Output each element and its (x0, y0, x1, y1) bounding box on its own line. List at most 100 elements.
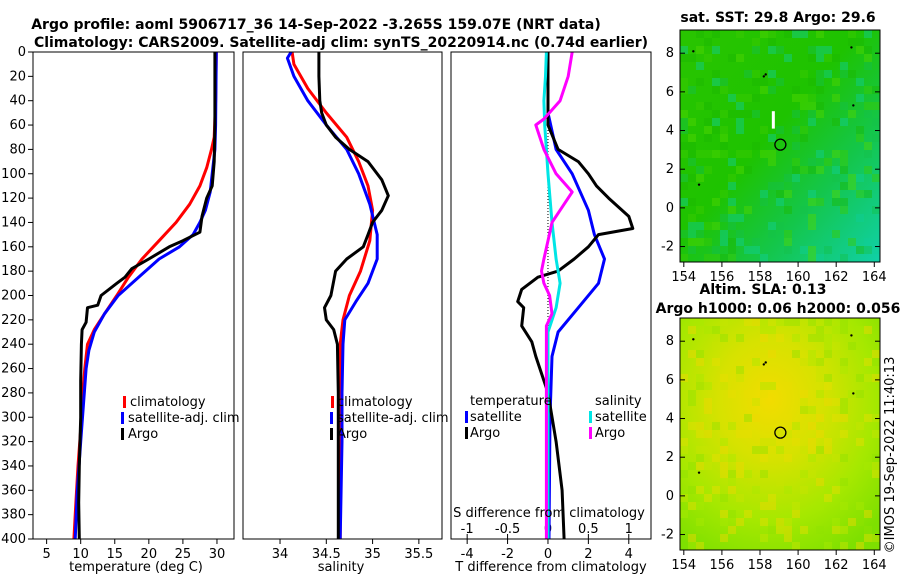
map-pixel (752, 78, 760, 86)
map-pixel (688, 326, 696, 334)
map-ytick-label: 6 (666, 373, 674, 388)
map-pixel (864, 142, 872, 150)
map-pixel (832, 198, 840, 206)
map-pixel (816, 150, 824, 158)
map-pixel (752, 142, 760, 150)
map-pixel (856, 326, 864, 334)
map-pixel (712, 78, 720, 86)
map-pixel (856, 390, 864, 398)
map-pixel (800, 398, 808, 406)
map-pixel (728, 206, 736, 214)
map-pixel (696, 430, 704, 438)
map-pixel (720, 254, 728, 262)
map-pixel (824, 246, 832, 254)
map-pixel (840, 166, 848, 174)
ytick-label: 360 (1, 483, 26, 498)
island-dot (692, 338, 695, 341)
map-pixel (688, 214, 696, 222)
map-pixel (728, 214, 736, 222)
map-pixel (704, 118, 712, 126)
map-pixel (680, 182, 688, 190)
map-pixel (832, 414, 840, 422)
legend-temp-argo-label: Argo (470, 426, 500, 441)
ytick-label: 160 (1, 240, 26, 255)
map-pixel (816, 454, 824, 462)
map-pixel (680, 510, 688, 518)
map-pixel (784, 238, 792, 246)
map-pixel (752, 46, 760, 54)
map-pixel (808, 166, 816, 174)
map-pixel (776, 526, 784, 534)
map-pixel (760, 254, 768, 262)
map-pixel (688, 462, 696, 470)
map-pixel (720, 518, 728, 526)
map-pixel (832, 174, 840, 182)
sla-map-panel: Altim. SLA: 0.13 Argo h1000: 0.06 h2000:… (656, 282, 900, 573)
map-pixel (680, 118, 688, 126)
sla-map-frame (679, 317, 881, 551)
map-pixel (800, 486, 808, 494)
map-pixel (824, 350, 832, 358)
map-pixel (864, 30, 872, 38)
map-pixel (800, 102, 808, 110)
map-pixel (704, 126, 712, 134)
salinity-frame (242, 51, 443, 540)
map-pixel (872, 206, 880, 214)
map-pixel (760, 470, 768, 478)
map-pixel (752, 246, 760, 254)
map-pixel (848, 342, 856, 350)
map-pixel (864, 62, 872, 70)
map-pixel (856, 94, 864, 102)
map-pixel (800, 134, 808, 142)
map-pixel (864, 54, 872, 62)
map-ytick-label: 0 (666, 201, 674, 216)
map-pixel (720, 230, 728, 238)
map-xtick-label: 154 (671, 558, 696, 573)
map-pixel (776, 126, 784, 134)
map-pixel (832, 326, 840, 334)
map-pixel (720, 86, 728, 94)
map-pixel (864, 374, 872, 382)
map-pixel (768, 150, 776, 158)
map-pixel (760, 190, 768, 198)
map-pixel (720, 470, 728, 478)
map-pixel (776, 198, 784, 206)
map-pixel (840, 430, 848, 438)
map-pixel (840, 366, 848, 374)
legend-sal-argo-label: Argo (595, 426, 625, 441)
map-pixel (752, 38, 760, 46)
xtick-T-label: -2 (501, 547, 514, 562)
map-pixel (792, 158, 800, 166)
map-pixel (848, 238, 856, 246)
map-pixel (832, 190, 840, 198)
map-pixel (856, 134, 864, 142)
map-pixel (848, 110, 856, 118)
map-pixel (760, 198, 768, 206)
map-pixel (792, 334, 800, 342)
map-pixel (832, 166, 840, 174)
xtick-label: 30 (209, 547, 226, 562)
map-pixel (696, 350, 704, 358)
ytick-label: 120 (1, 191, 26, 206)
ytick-label: 20 (9, 69, 26, 84)
map-pixel (696, 486, 704, 494)
map-pixel (832, 486, 840, 494)
map-pixel (696, 382, 704, 390)
sla-field (680, 318, 880, 550)
map-pixel (704, 54, 712, 62)
map-pixel (792, 30, 800, 38)
map-pixel (680, 470, 688, 478)
map-pixel (688, 222, 696, 230)
map-pixel (792, 510, 800, 518)
map-pixel (792, 142, 800, 150)
map-pixel (768, 30, 776, 38)
map-pixel (736, 494, 744, 502)
map-pixel (696, 46, 704, 54)
map-pixel (712, 246, 720, 254)
map-pixel (720, 142, 728, 150)
map-pixel (760, 78, 768, 86)
map-pixel (832, 526, 840, 534)
map-pixel (800, 206, 808, 214)
map-pixel (824, 398, 832, 406)
map-pixel (696, 542, 704, 550)
